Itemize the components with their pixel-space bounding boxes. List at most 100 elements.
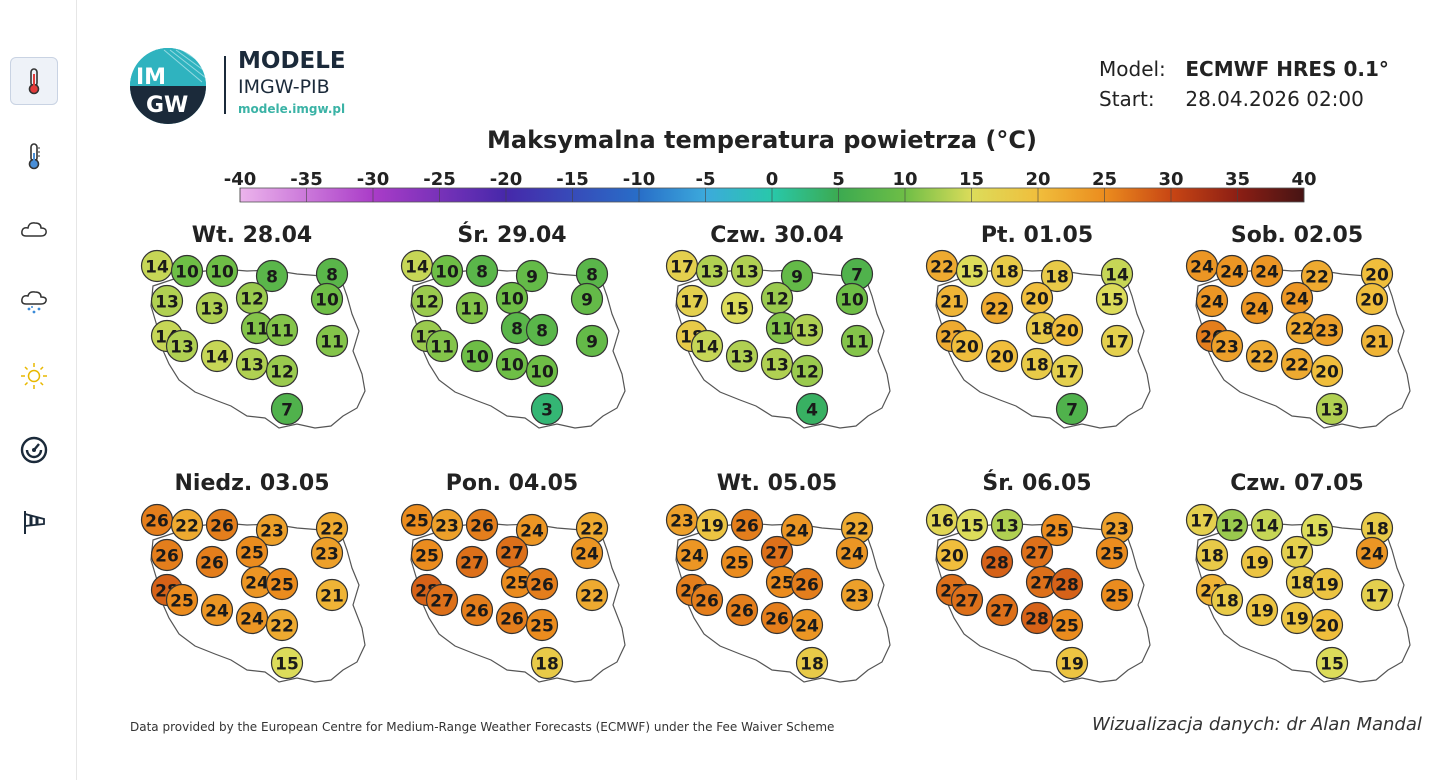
station-circle bbox=[1360, 324, 1394, 358]
station-circle bbox=[465, 254, 499, 288]
station-value: 24 bbox=[785, 522, 809, 542]
station-value: 12 bbox=[240, 290, 264, 310]
scale-tick-label: 15 bbox=[959, 169, 984, 190]
station-marker: 10 bbox=[430, 254, 464, 288]
station-circle bbox=[150, 538, 184, 572]
station-marker: 26 bbox=[465, 508, 499, 542]
station-circle bbox=[835, 536, 869, 570]
station-marker: 24 bbox=[1215, 254, 1249, 288]
station-marker: 22 bbox=[840, 511, 874, 545]
station-value: 12 bbox=[415, 293, 439, 313]
station-marker: 10 bbox=[170, 254, 204, 288]
station-marker: 25 bbox=[235, 535, 269, 569]
station-circle bbox=[1210, 329, 1244, 363]
station-circle bbox=[1280, 281, 1314, 315]
station-marker: 10 bbox=[310, 282, 344, 316]
station-value: 26 bbox=[1200, 328, 1224, 348]
station-circle bbox=[760, 281, 794, 315]
station-marker: 22 bbox=[925, 249, 959, 283]
station-value: 26 bbox=[145, 512, 169, 532]
sidebar-item-wind[interactable] bbox=[10, 498, 58, 546]
station-value: 24 bbox=[1190, 258, 1214, 278]
station-marker: 21 bbox=[1360, 324, 1394, 358]
station-circle bbox=[990, 254, 1024, 288]
station-circle bbox=[575, 578, 609, 612]
station-value: 17 bbox=[1055, 363, 1079, 383]
station-circle bbox=[675, 573, 709, 607]
station-marker: 8 bbox=[315, 257, 349, 291]
visualization-credit: Wizualizacja danych: dr Alan Mandal bbox=[1092, 714, 1422, 735]
day-label: Wt. 28.04 bbox=[192, 223, 312, 248]
station-marker: 8 bbox=[500, 311, 534, 345]
station-value: 25 bbox=[170, 592, 194, 612]
station-marker: 18 bbox=[1040, 259, 1074, 293]
sidebar-item-clouds[interactable] bbox=[10, 206, 58, 254]
station-marker: 22 bbox=[1280, 347, 1314, 381]
station-value: 24 bbox=[205, 602, 229, 622]
station-circle bbox=[525, 354, 559, 388]
station-circle bbox=[765, 565, 799, 599]
station-circle bbox=[455, 545, 489, 579]
station-value: 25 bbox=[770, 574, 794, 594]
station-circle bbox=[140, 249, 174, 283]
station-value: 18 bbox=[1045, 268, 1069, 288]
station-marker: 23 bbox=[1210, 329, 1244, 363]
station-circle bbox=[310, 536, 344, 570]
sidebar-item-pressure[interactable] bbox=[10, 426, 58, 474]
start-row: Start: 28.04.2026 02:00 bbox=[1099, 84, 1389, 114]
station-circle bbox=[265, 567, 299, 601]
station-marker: 19 bbox=[695, 508, 729, 542]
scale-tick-label: -30 bbox=[357, 169, 390, 190]
station-circle bbox=[575, 324, 609, 358]
station-marker: 26 bbox=[730, 508, 764, 542]
station-marker: 14 bbox=[690, 329, 724, 363]
station-value: 25 bbox=[415, 547, 439, 567]
station-circle bbox=[840, 578, 874, 612]
station-circle bbox=[310, 282, 344, 316]
station-circle bbox=[165, 583, 199, 617]
station-marker: 23 bbox=[1100, 511, 1134, 545]
station-marker: 17 bbox=[1280, 535, 1314, 569]
logo-title: MODELE bbox=[238, 48, 346, 74]
station-value: 15 bbox=[960, 263, 984, 283]
station-marker: 8 bbox=[575, 257, 609, 291]
station-circle bbox=[495, 535, 529, 569]
day-label: Czw. 30.04 bbox=[710, 223, 843, 248]
scale-tick-label: -20 bbox=[490, 169, 523, 190]
sidebar-item-max-temperature[interactable] bbox=[10, 57, 58, 105]
sidebar-item-precipitation[interactable] bbox=[10, 278, 58, 326]
station-value: 27 bbox=[765, 544, 789, 564]
station-marker: 11 bbox=[265, 313, 299, 347]
station-marker: 12 bbox=[410, 319, 444, 353]
station-marker: 25 bbox=[1050, 608, 1084, 642]
station-marker: 24 bbox=[515, 513, 549, 547]
poland-outline bbox=[935, 522, 1151, 683]
station-value: 21 bbox=[320, 587, 344, 607]
station-marker: 9 bbox=[570, 282, 604, 316]
station-value: 23 bbox=[670, 512, 694, 532]
day-label: Pt. 01.05 bbox=[981, 223, 1093, 248]
station-marker: 15 bbox=[720, 291, 754, 325]
sidebar-item-sunshine[interactable] bbox=[10, 352, 58, 400]
station-value: 20 bbox=[1025, 290, 1049, 310]
station-value: 18 bbox=[1025, 356, 1049, 376]
station-value: 26 bbox=[765, 610, 789, 630]
station-value: 26 bbox=[530, 576, 554, 596]
station-circle bbox=[760, 535, 794, 569]
station-marker: 22 bbox=[1285, 311, 1319, 345]
station-circle bbox=[780, 259, 814, 293]
station-value: 27 bbox=[940, 582, 964, 602]
station-value: 28 bbox=[155, 582, 179, 602]
station-value: 11 bbox=[245, 320, 269, 340]
station-marker: 26 bbox=[690, 583, 724, 617]
station-circle bbox=[925, 249, 959, 283]
station-value: 27 bbox=[460, 554, 484, 574]
station-marker: 15 bbox=[1315, 646, 1349, 680]
sidebar-item-temperature[interactable] bbox=[10, 132, 58, 180]
station-marker: 22 bbox=[575, 578, 609, 612]
station-circle bbox=[195, 545, 229, 579]
station-marker: 23 bbox=[430, 508, 464, 542]
station-value: 22 bbox=[1250, 348, 1274, 368]
logo-url[interactable]: modele.imgw.pl bbox=[238, 102, 346, 116]
station-circle bbox=[265, 608, 299, 642]
